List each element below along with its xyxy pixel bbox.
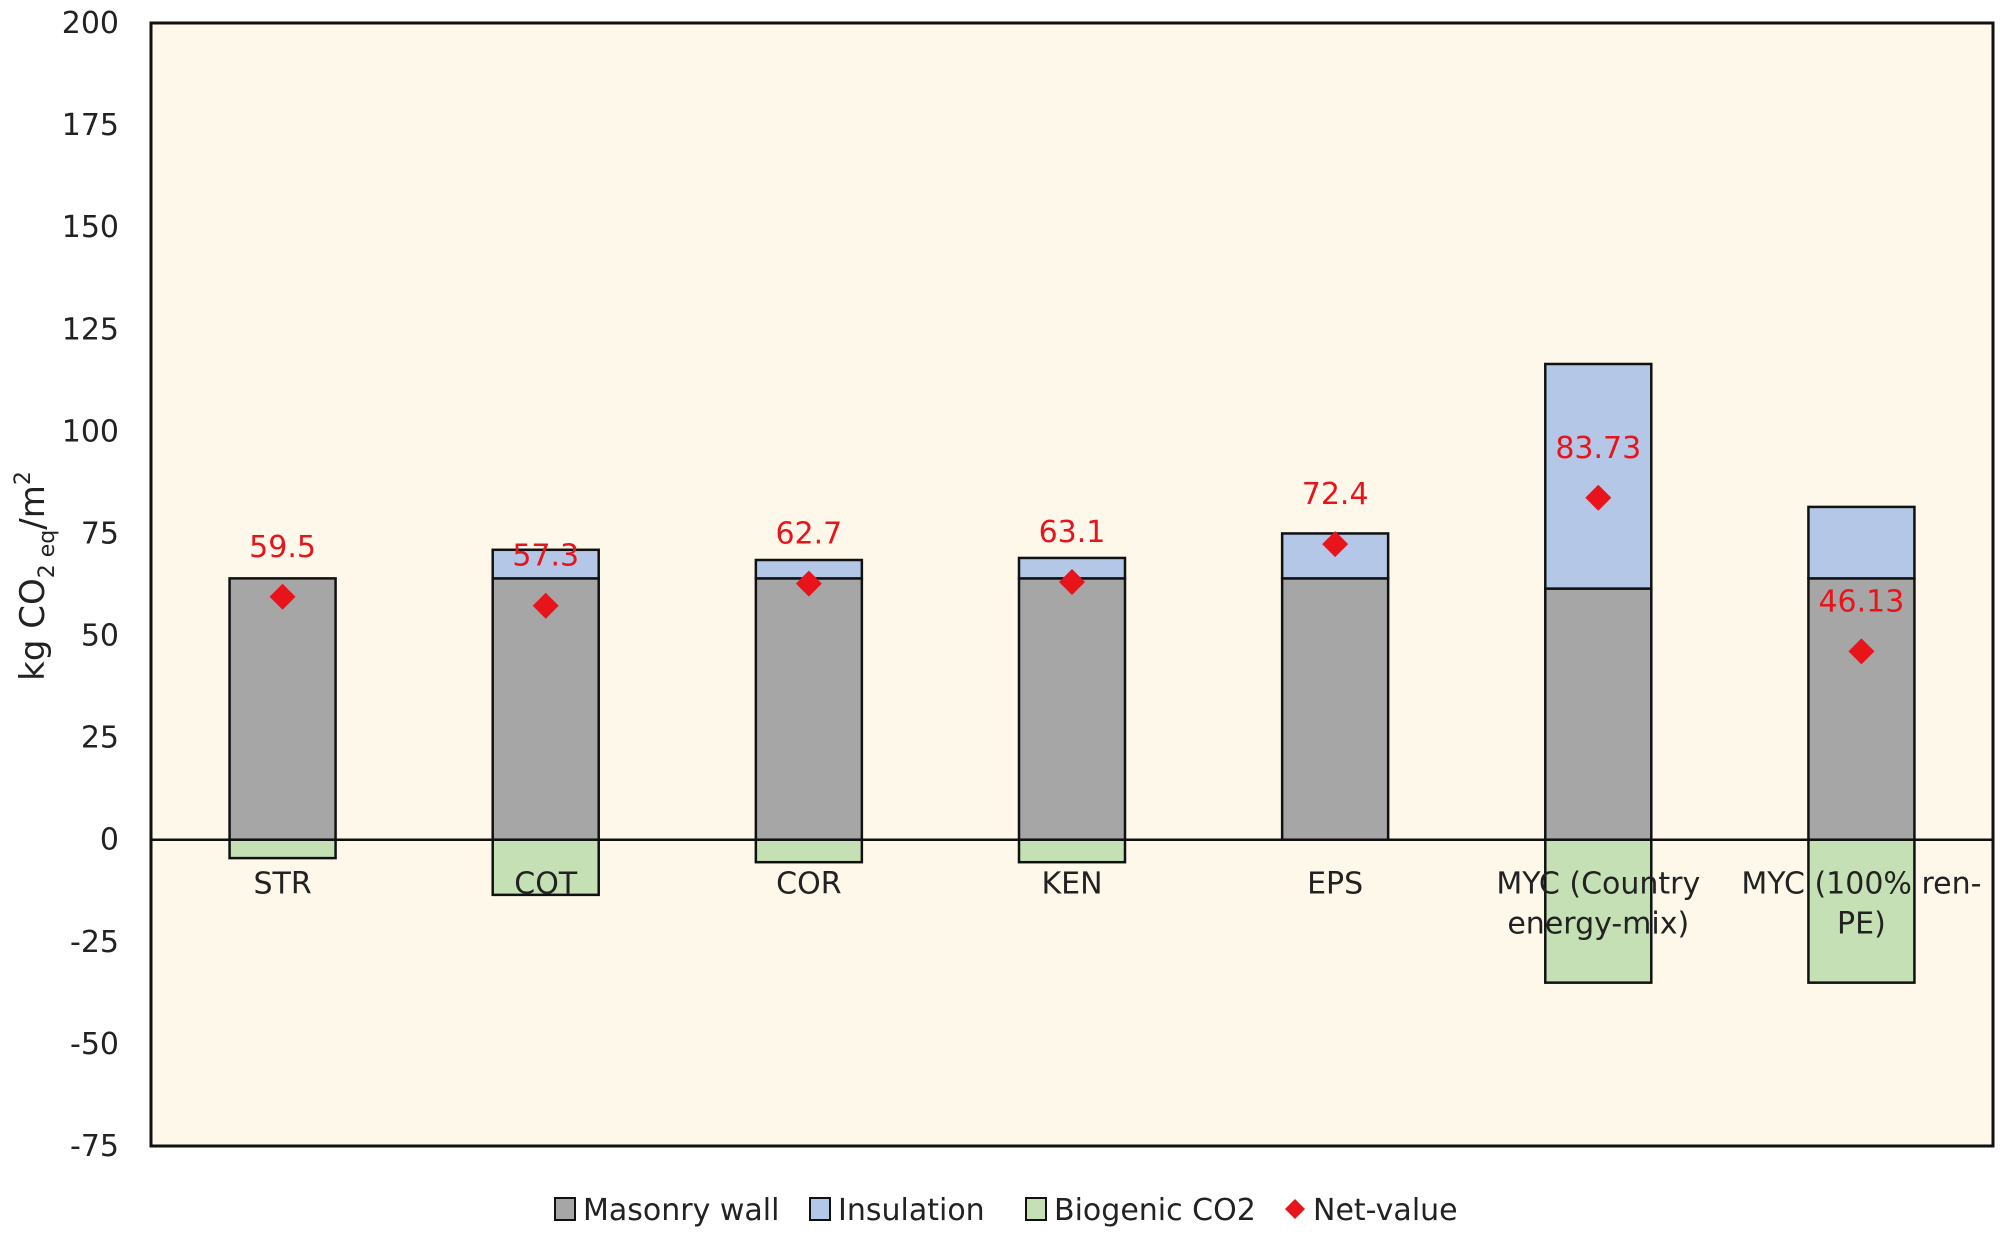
y-axis-label-main: kg CO <box>13 578 53 681</box>
legend-label: Insulation <box>838 1193 985 1228</box>
y-tick-label: 150 <box>62 210 119 245</box>
bar-segment <box>1017 577 1127 841</box>
category-label: KEN <box>1041 867 1102 902</box>
y-axis-label-unit: /m <box>13 485 53 530</box>
bar-segment <box>1017 838 1127 864</box>
legend-label: Biogenic CO2 <box>1054 1193 1256 1228</box>
y-tick-label: 100 <box>62 414 119 449</box>
y-tick-label: 25 <box>81 721 119 756</box>
legend-swatch <box>554 1197 576 1221</box>
net-value-marker <box>269 583 296 610</box>
bar-segment <box>1544 362 1653 590</box>
bar-segment <box>1807 577 1916 841</box>
bar-segment <box>1544 838 1653 984</box>
net-value-marker <box>795 570 822 597</box>
bar-segment <box>754 577 864 841</box>
legend: Masonry wall Insulation Biogenic CO2 Net-va… <box>554 1193 1458 1228</box>
y-tick-label: -50 <box>70 1027 119 1062</box>
category-label: EPS <box>1307 867 1363 902</box>
net-value-label: 83.73 <box>1555 431 1641 466</box>
y-axis-label-sup: 2 <box>11 471 36 485</box>
y-tick-label: -75 <box>70 1129 119 1164</box>
net-value-marker <box>1322 531 1349 558</box>
legend-swatch <box>809 1197 831 1221</box>
y-tick-label: 200 <box>62 6 119 41</box>
net-value-marker <box>1848 638 1875 665</box>
legend-marker <box>1285 1199 1305 1219</box>
category-label: energy-mix) <box>1507 907 1689 942</box>
net-value-label: 63.1 <box>1039 515 1106 550</box>
y-tick-label: -25 <box>70 925 119 960</box>
bar-segment <box>1280 577 1390 841</box>
y-tick-label: 0 <box>100 823 119 858</box>
bar-segment <box>1807 505 1916 580</box>
bar-segment <box>754 838 864 864</box>
net-value-marker <box>1585 484 1612 511</box>
net-value-label: 46.13 <box>1818 584 1904 619</box>
category-label: MYC (Country <box>1496 867 1700 902</box>
net-value-label: 72.4 <box>1302 477 1369 512</box>
category-label: COR <box>776 867 841 902</box>
bar-segment <box>1544 587 1653 841</box>
net-value-label: 62.7 <box>775 517 842 552</box>
net-value-marker <box>1059 569 1085 596</box>
y-tick-label: 75 <box>81 516 119 551</box>
category-label: PE) <box>1837 907 1886 942</box>
bar-segment <box>1807 838 1916 984</box>
category-labels: STR COT COR KEN EPS MYC (Country energy-mix) MY… <box>253 867 1981 942</box>
y-tick-label: 175 <box>62 108 119 143</box>
y-tick-label: 125 <box>62 312 119 347</box>
bar-segment <box>491 548 600 580</box>
legend-label: Net-value <box>1313 1193 1458 1228</box>
bar-segment <box>228 838 337 860</box>
y-axis-label: kg CO2 eq/m2 <box>11 471 60 681</box>
legend-label: Masonry wall <box>583 1193 779 1228</box>
net-value-markers: 59.5 57.3 62.7 63.1 72.4 83.73 46.13 <box>249 431 1904 665</box>
bar-segment <box>491 577 600 841</box>
y-tick-label: 50 <box>81 619 119 654</box>
bar-segment <box>228 577 337 841</box>
category-label: MYC (100% ren- <box>1741 867 1981 902</box>
plot-frame <box>149 21 1995 1148</box>
legend-swatch <box>1025 1197 1047 1221</box>
y-axis-label-sub: 2 eq <box>35 530 60 579</box>
net-value-marker <box>532 592 559 619</box>
category-label: COT <box>514 867 578 902</box>
net-value-label: 59.5 <box>249 530 316 565</box>
y-axis-ticks: 200 175 150 125 100 75 50 25 0 -25 -50 -75 <box>62 6 119 1164</box>
category-label: STR <box>253 867 311 902</box>
net-value-label: 57.3 <box>512 539 579 574</box>
